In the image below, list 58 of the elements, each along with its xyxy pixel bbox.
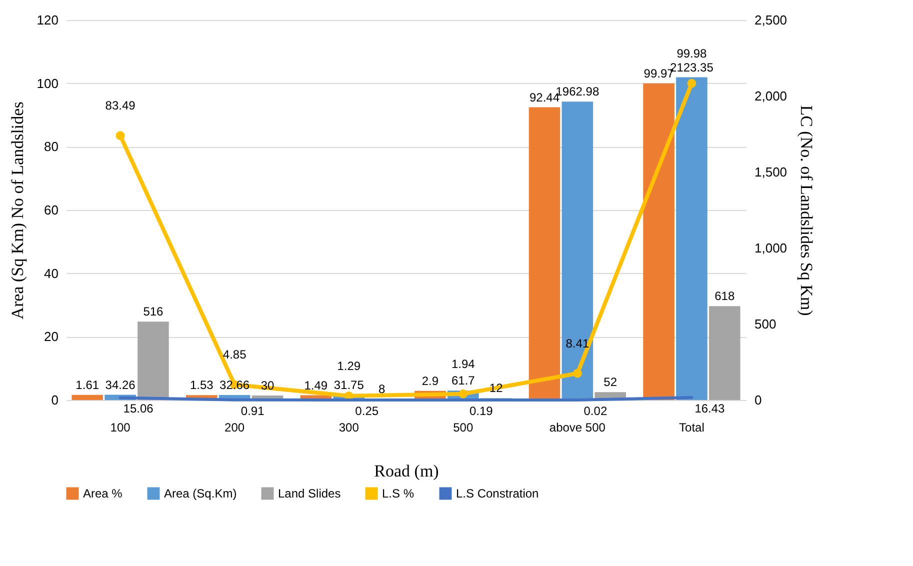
y-tick-label: 40 [44,266,58,281]
bar [138,322,169,400]
point [687,78,696,88]
data-label: 1.29 [337,358,361,373]
legend-label: Area % [83,486,123,501]
x-tick-label: Total [679,420,704,434]
data-label: 31.75 [334,378,364,392]
legend-label: Land Slides [278,486,341,501]
point [458,389,468,398]
y2-tick-label: 0 [754,392,762,408]
data-label: 99.98 [676,46,708,60]
x-tick-label: above 500 [549,420,606,434]
x-tick-label: 300 [338,420,360,434]
y-tick-label: 60 [44,202,58,218]
data-label: 0.25 [355,404,379,418]
y2-axis-title: LC (No. of Landslides Sq Km) [797,105,816,316]
y2-tick-label: 2,000 [754,88,788,104]
y-tick-label: 100 [36,76,58,91]
data-label: 8 [378,382,386,396]
data-label: 0.19 [469,404,494,418]
bar [72,394,103,400]
y-tick-label: 120 [36,12,58,28]
bar [643,83,674,400]
y-tick-label: 0 [51,392,58,408]
y-axis-title: Area (Sq Km) No of Landslides [8,102,27,320]
data-label: 16.43 [694,402,726,416]
data-label: 1.94 [451,356,476,371]
y2-tick-label: 1,500 [754,164,788,180]
data-label: 1.61 [76,378,100,392]
x-tick-label: 200 [224,420,245,434]
data-label: 52 [604,375,618,390]
data-label: 4.85 [222,348,247,362]
data-label: 15.06 [123,402,154,416]
data-label: 516 [143,304,164,319]
legend-label: Area (Sq.Km) [164,486,237,501]
data-label: 618 [714,289,735,304]
data-label: 1.53 [190,378,214,392]
data-label: 2.9 [422,374,439,388]
x-tick-label: 500 [453,420,474,434]
legend-label: L.S % [382,486,414,501]
x-tick-label: 100 [110,420,131,434]
point [572,368,582,378]
legend-label: L.S Constration [456,486,539,501]
y2-tick-label: 500 [754,316,776,332]
y2-tick-label: 2,500 [754,12,788,28]
data-label: 34.26 [105,378,136,392]
y-tick-label: 20 [44,329,58,344]
data-label: 1.49 [304,378,328,392]
data-label: 0.02 [584,404,608,418]
bar [676,77,708,400]
data-label: 83.49 [105,98,136,113]
point [116,131,125,140]
data-label: 61.7 [451,374,476,388]
y2-tick-label: 1,000 [754,240,788,256]
bar [709,306,740,400]
x-axis-title: Road (m) [374,462,439,480]
data-label: 0.91 [240,404,265,418]
y-tick-label: 80 [44,139,58,154]
